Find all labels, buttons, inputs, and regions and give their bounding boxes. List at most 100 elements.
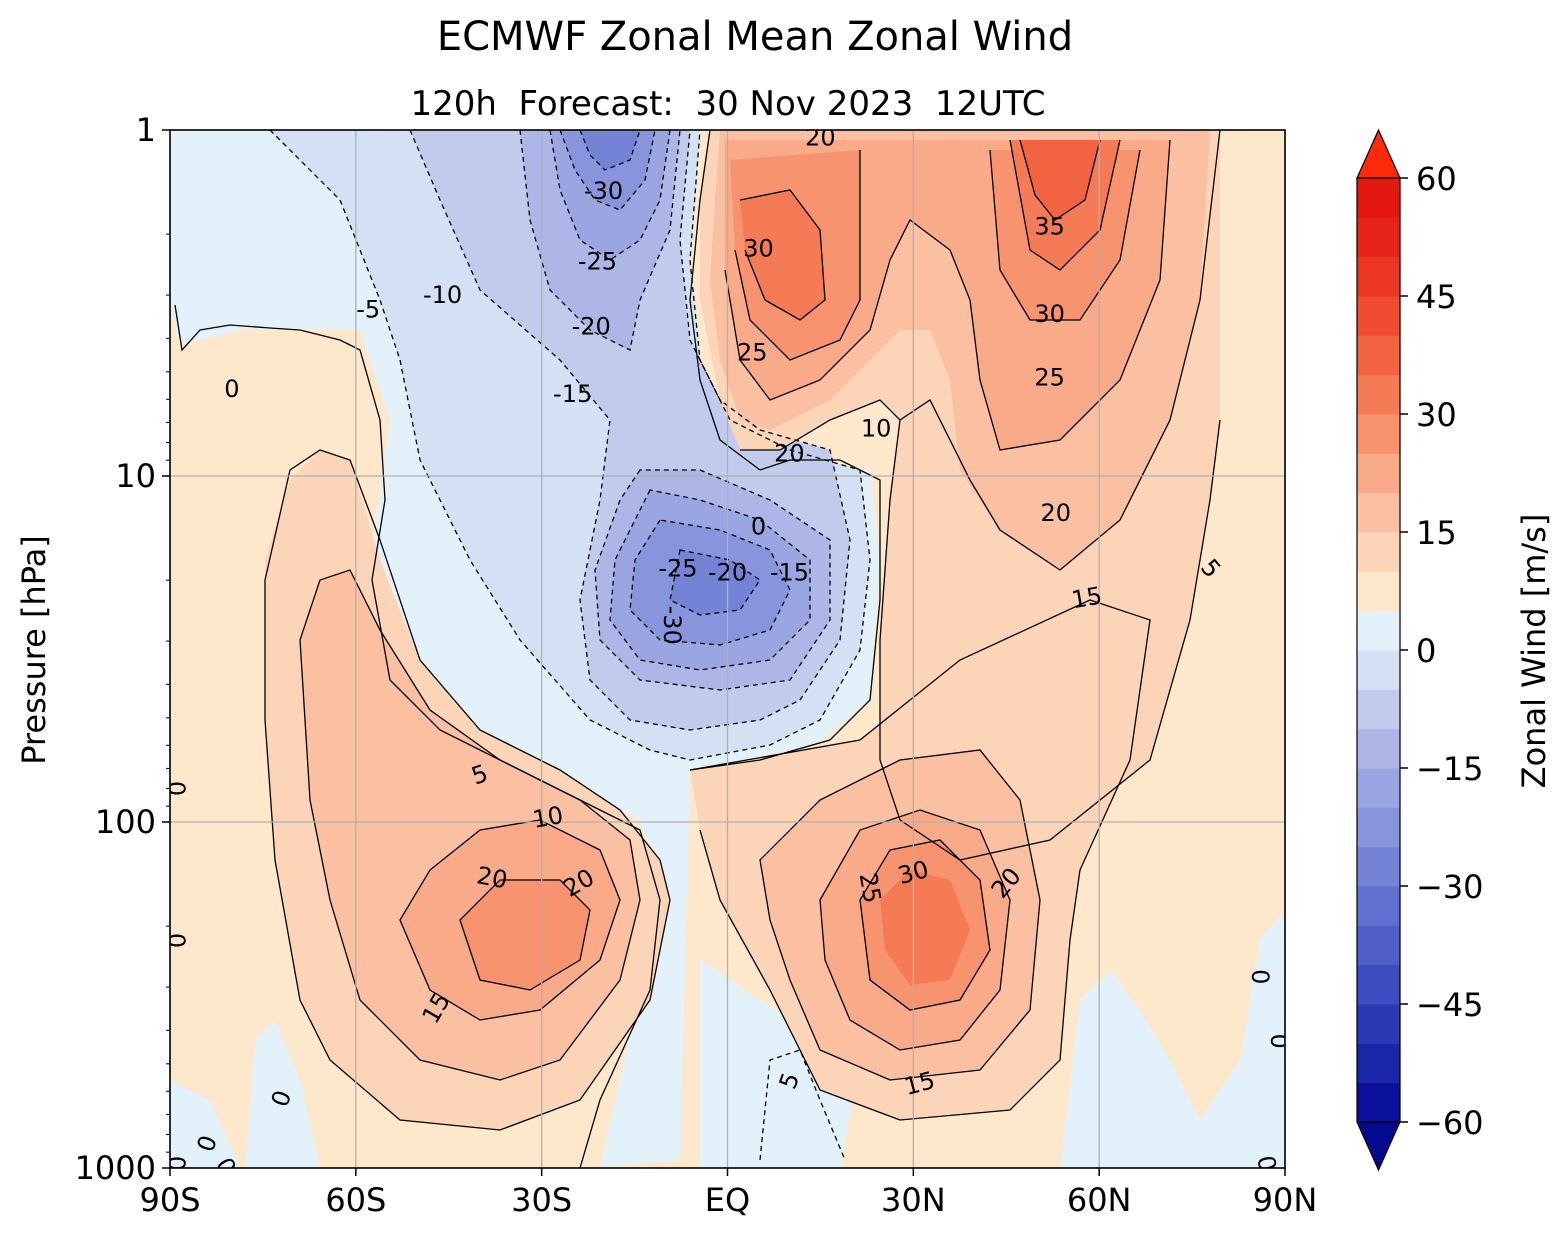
colorbar-extend-bottom (1356, 1121, 1401, 1172)
colorbar-segment (1357, 610, 1400, 651)
contour-label: 20 (774, 439, 805, 467)
contour-upper-nh-30 (1019, 139, 1101, 221)
x-axis-ticks: 90S 60S 30S EQ 30N 60N 90N (139, 1168, 1317, 1219)
y-tick-label: 100 (95, 803, 156, 841)
contour-neg-15-mid (594, 469, 831, 691)
colorbar-tick-label: −30 (1416, 868, 1484, 906)
contour-label: 15 (1069, 581, 1104, 614)
contour-five-sh (264, 449, 671, 1131)
contour-label: -25 (578, 248, 617, 276)
colorbar-segment (1357, 846, 1400, 887)
contour-neg-5-eq-surface (759, 1049, 846, 1161)
colorbar-segment (1357, 925, 1400, 966)
contour-fifteen-nh (819, 809, 1011, 1051)
colorbar-extend-top (1356, 128, 1401, 179)
gridlines (170, 130, 1285, 1168)
contour-fifteen-sh (399, 819, 621, 1021)
contour-zero (174, 304, 661, 1168)
y-tick-label: 10 (115, 457, 156, 495)
contour-upper-nh-10 (740, 399, 1221, 861)
contour-upper-nh-20-b (989, 149, 1141, 321)
contour-label: -20 (572, 313, 611, 341)
contour-label: 0 (1251, 1153, 1281, 1173)
contour-twenty-nh (859, 839, 991, 1011)
contour-label: 10 (530, 801, 565, 834)
colorbar-segment (1357, 217, 1400, 258)
colorbar-segment (1357, 964, 1400, 1005)
contour-label: -30 (584, 177, 623, 205)
colorbar-segment (1357, 335, 1400, 376)
region-neg-surface-mid (245, 1020, 320, 1168)
contour-neg-10 (409, 130, 851, 731)
colorbar-segment (1357, 650, 1400, 690)
contour-label: 20 (805, 123, 836, 151)
contour-lines (174, 130, 1221, 1168)
colorbar-segment (1357, 296, 1400, 336)
x-tick-label: 60N (1067, 1181, 1132, 1219)
colorbar-segment (1357, 1082, 1400, 1123)
x-tick-label: 30N (881, 1181, 946, 1219)
contour-label: 0 (162, 1156, 190, 1171)
x-tick-label: 90N (1253, 1181, 1318, 1219)
y-axis-ticks: 1 10 100 1000 (75, 111, 170, 1187)
contour-neg-25-mid (629, 519, 791, 646)
colorbar-segment (1357, 414, 1400, 454)
colorbar-segment (1357, 886, 1400, 926)
contour-label: 25 (737, 339, 768, 367)
region-neg-35-mid (670, 550, 760, 615)
contour-label: 0 (751, 513, 766, 541)
contour-label: -15 (770, 558, 809, 586)
colorbar-segment (1357, 1004, 1400, 1044)
y-axis-minor-ticks (166, 233, 170, 1153)
contour-label: 10 (861, 415, 892, 443)
contour-label: 20 (475, 861, 510, 894)
region-neg-35-upper (580, 130, 640, 170)
x-tick-label: 60S (325, 1181, 386, 1219)
region-pos-30-nh-lower (880, 870, 970, 985)
contour-label: -5 (356, 295, 380, 323)
colorbar-tick-label: −45 (1416, 986, 1484, 1024)
contour-upper-nh-25 (739, 189, 826, 321)
contour-label: 0 (162, 933, 190, 948)
region-neg-surface-n (1060, 910, 1285, 1168)
chart-subtitle: 120h Forecast: 30 Nov 2023 12UTC (410, 84, 1045, 124)
region-neg-surface-eq (700, 960, 860, 1168)
colorbar-tick-label: −15 (1416, 750, 1484, 788)
region-pos-35-nh-upper (1020, 140, 1100, 220)
contour-five-nh (689, 599, 1151, 1121)
colorbar-tick-label: −60 (1416, 1104, 1484, 1142)
chart-title: ECMWF Zonal Mean Zonal Wind (437, 14, 1073, 60)
contour-label: 0 (224, 375, 239, 403)
contour-upper-nh-15 (724, 139, 1171, 451)
region-pos-30-nh-upper (740, 140, 1120, 320)
colorbar-tick-label: 45 (1416, 278, 1457, 316)
colorbar-tick-label: 60 (1416, 160, 1457, 198)
colorbar-label: Zonal Wind [m/s] (1515, 514, 1553, 789)
y-tick-label: 1 (136, 111, 156, 149)
contour-label: -10 (423, 281, 462, 309)
contour-upper-nh-5 (899, 130, 1221, 571)
colorbar-segment (1357, 374, 1400, 415)
contour-label: -25 (658, 554, 697, 582)
contour-label: 25 (854, 870, 887, 905)
contour-label: -15 (553, 380, 592, 408)
colorbar-segment (1357, 807, 1400, 848)
contour-label: 25 (1034, 364, 1065, 392)
contour-neg-30-upper (579, 130, 641, 171)
x-tick-label: 90S (139, 1181, 200, 1219)
contour-upper-nh-20 (734, 150, 861, 361)
colorbar-segment (1357, 728, 1400, 769)
contour-label: 30 (1034, 300, 1065, 328)
contour-neg-25-upper (559, 130, 656, 211)
negative-contour-lines (269, 130, 871, 1161)
contour-neg-15-upper (519, 130, 681, 351)
colorbar-tick-label: 30 (1416, 396, 1457, 434)
contour-label: 0 (162, 781, 190, 796)
contour-label: 0 (1265, 1034, 1293, 1049)
colorbar-segment (1357, 689, 1400, 730)
x-tick-label: 30S (511, 1181, 572, 1219)
colorbar-segment (1357, 768, 1400, 808)
contour-twenty-sh (459, 879, 591, 991)
contour-neg-20-mid (609, 489, 811, 671)
